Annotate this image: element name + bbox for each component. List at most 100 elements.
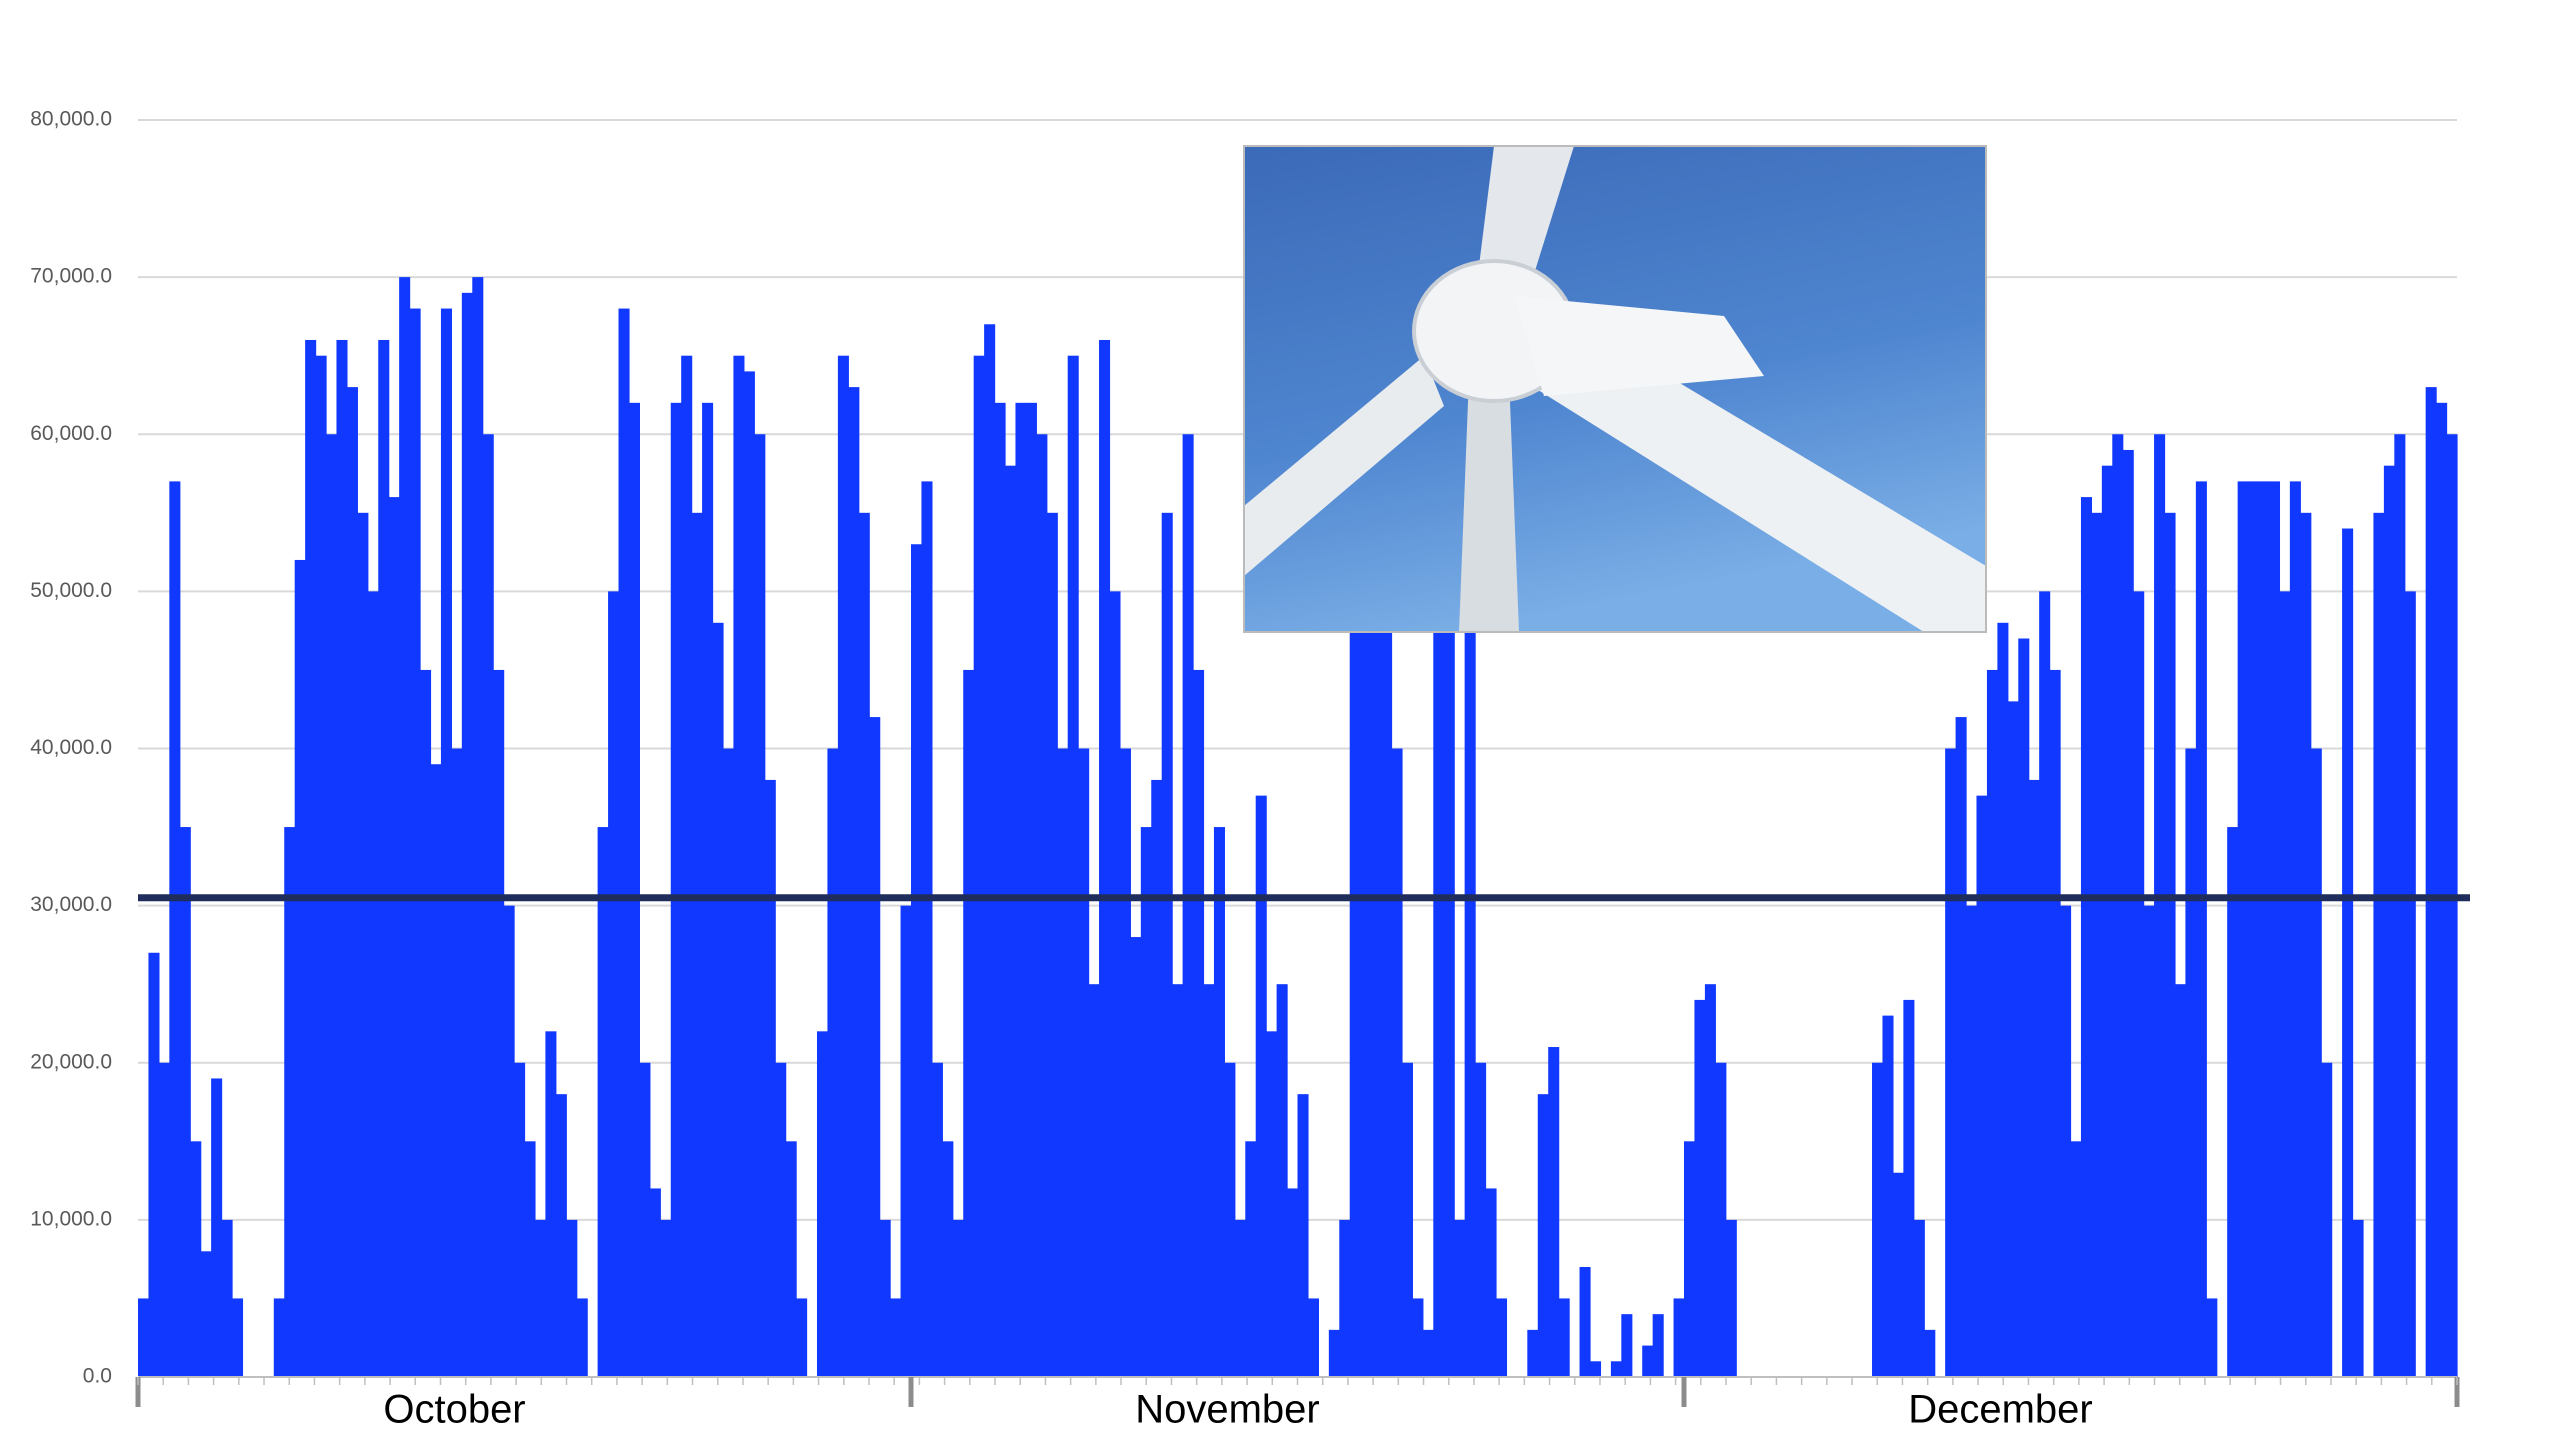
bar bbox=[1527, 1330, 1538, 1377]
bar bbox=[1172, 984, 1183, 1377]
bar bbox=[2259, 481, 2270, 1377]
y-tick-label: 70,000.0 bbox=[30, 265, 112, 288]
bar bbox=[1402, 1063, 1413, 1377]
bar bbox=[336, 340, 347, 1377]
bar bbox=[284, 827, 295, 1377]
bar bbox=[1903, 1000, 1914, 1377]
bar bbox=[1914, 1220, 1925, 1377]
bar bbox=[1465, 560, 1476, 1377]
bar bbox=[2154, 434, 2165, 1377]
bar bbox=[1109, 591, 1120, 1377]
bar bbox=[1130, 937, 1141, 1377]
bar bbox=[953, 1220, 964, 1377]
bar bbox=[921, 481, 932, 1377]
bar bbox=[650, 1188, 661, 1377]
bar bbox=[2248, 481, 2259, 1377]
bar bbox=[692, 513, 703, 1377]
bar bbox=[2290, 481, 2301, 1377]
bar bbox=[1872, 1063, 1883, 1377]
bar bbox=[326, 434, 337, 1377]
bar bbox=[1266, 1031, 1277, 1377]
bar bbox=[2321, 1063, 2332, 1377]
bar bbox=[274, 1298, 285, 1377]
bar bbox=[514, 1063, 525, 1377]
bar bbox=[410, 309, 421, 1377]
bar bbox=[2238, 481, 2249, 1377]
bar bbox=[2373, 513, 2384, 1377]
bar bbox=[619, 309, 630, 1377]
bar bbox=[1684, 1141, 1695, 1377]
bar bbox=[2081, 497, 2092, 1377]
bar bbox=[639, 1063, 650, 1377]
bar bbox=[2279, 591, 2290, 1377]
bar bbox=[2353, 1220, 2364, 1377]
bar bbox=[1945, 749, 1956, 1378]
bar bbox=[1057, 749, 1068, 1378]
y-tick-label: 80,000.0 bbox=[30, 108, 112, 131]
bar bbox=[2039, 591, 2050, 1377]
bar bbox=[765, 780, 776, 1377]
bar bbox=[733, 356, 744, 1377]
bar bbox=[744, 371, 755, 1377]
bar bbox=[1287, 1188, 1298, 1377]
bar bbox=[1036, 434, 1047, 1377]
bar bbox=[2206, 1298, 2217, 1377]
bar bbox=[1486, 1188, 1497, 1377]
bar bbox=[305, 340, 316, 1377]
bar bbox=[493, 670, 504, 1377]
y-tick-label: 60,000.0 bbox=[30, 422, 112, 445]
bar bbox=[430, 764, 441, 1377]
bar bbox=[389, 497, 400, 1377]
bar bbox=[316, 356, 327, 1377]
bar bbox=[2091, 513, 2102, 1377]
bar bbox=[2300, 513, 2311, 1377]
bar bbox=[713, 623, 724, 1377]
bar bbox=[347, 387, 358, 1377]
bar bbox=[1235, 1220, 1246, 1377]
x-tick-label: November bbox=[1135, 1388, 1320, 1432]
bar bbox=[2394, 434, 2405, 1377]
bar bbox=[859, 513, 870, 1377]
bar bbox=[786, 1141, 797, 1377]
bar bbox=[911, 544, 922, 1377]
bar bbox=[2447, 434, 2458, 1377]
page: {"chart_data":{"type":"column-area","col… bbox=[0, 0, 2560, 1440]
bar bbox=[2196, 481, 2207, 1377]
y-tick-label: 40,000.0 bbox=[30, 736, 112, 759]
bar bbox=[1976, 796, 1987, 1377]
bar bbox=[1653, 1314, 1664, 1377]
y-tick-label: 20,000.0 bbox=[30, 1050, 112, 1073]
x-tick-label: October bbox=[383, 1388, 525, 1432]
bar bbox=[1277, 984, 1288, 1377]
bar bbox=[2384, 466, 2395, 1377]
bar bbox=[556, 1094, 567, 1377]
bar bbox=[827, 749, 838, 1378]
bar bbox=[1183, 434, 1194, 1377]
bar bbox=[2269, 481, 2280, 1377]
bar bbox=[1548, 1047, 1559, 1377]
bar bbox=[462, 293, 473, 1377]
bar bbox=[2071, 1141, 2082, 1377]
bar bbox=[1245, 1141, 1256, 1377]
bar bbox=[1329, 1330, 1340, 1377]
bar bbox=[932, 1063, 943, 1377]
bar bbox=[2029, 780, 2040, 1377]
bar bbox=[608, 591, 619, 1377]
bar bbox=[1203, 984, 1214, 1377]
bar bbox=[2185, 749, 2196, 1378]
bar bbox=[2342, 529, 2353, 1377]
bar bbox=[1642, 1346, 1653, 1377]
bar bbox=[1068, 356, 1079, 1377]
bar bbox=[995, 403, 1006, 1377]
bar bbox=[1089, 984, 1100, 1377]
bar bbox=[1538, 1094, 1549, 1377]
bar bbox=[702, 403, 713, 1377]
bar bbox=[1005, 466, 1016, 1377]
bar bbox=[1151, 780, 1162, 1377]
bar bbox=[357, 513, 368, 1377]
bar bbox=[984, 324, 995, 1377]
y-tick-label: 50,000.0 bbox=[30, 579, 112, 602]
photo bbox=[1244, 146, 1986, 632]
bar bbox=[1454, 1220, 1465, 1377]
bar bbox=[2112, 434, 2123, 1377]
